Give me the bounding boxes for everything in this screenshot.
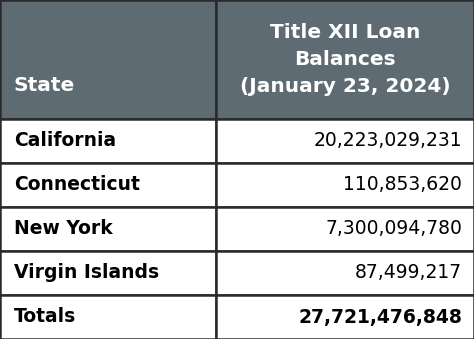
Text: Virgin Islands: Virgin Islands [14,263,159,282]
Bar [216,163,474,207]
Text: Connecticut: Connecticut [14,176,140,195]
Bar [0,0,216,119]
Bar [0,295,216,339]
Bar [216,207,474,251]
Text: Totals: Totals [14,307,76,326]
Bar [216,0,474,119]
Bar [0,251,216,295]
Text: New York: New York [14,219,113,239]
Text: 110,853,620: 110,853,620 [343,176,462,195]
Text: California: California [14,132,116,151]
Bar [216,251,474,295]
Bar [0,163,216,207]
Text: 27,721,476,848: 27,721,476,848 [298,307,462,326]
Bar [216,295,474,339]
Text: 87,499,217: 87,499,217 [355,263,462,282]
Bar [216,119,474,163]
Bar [0,119,216,163]
Text: 7,300,094,780: 7,300,094,780 [325,219,462,239]
Text: 20,223,029,231: 20,223,029,231 [313,132,462,151]
Text: State: State [14,76,75,95]
Bar [0,207,216,251]
Text: Title XII Loan
Balances
(January 23, 2024): Title XII Loan Balances (January 23, 202… [239,23,450,96]
